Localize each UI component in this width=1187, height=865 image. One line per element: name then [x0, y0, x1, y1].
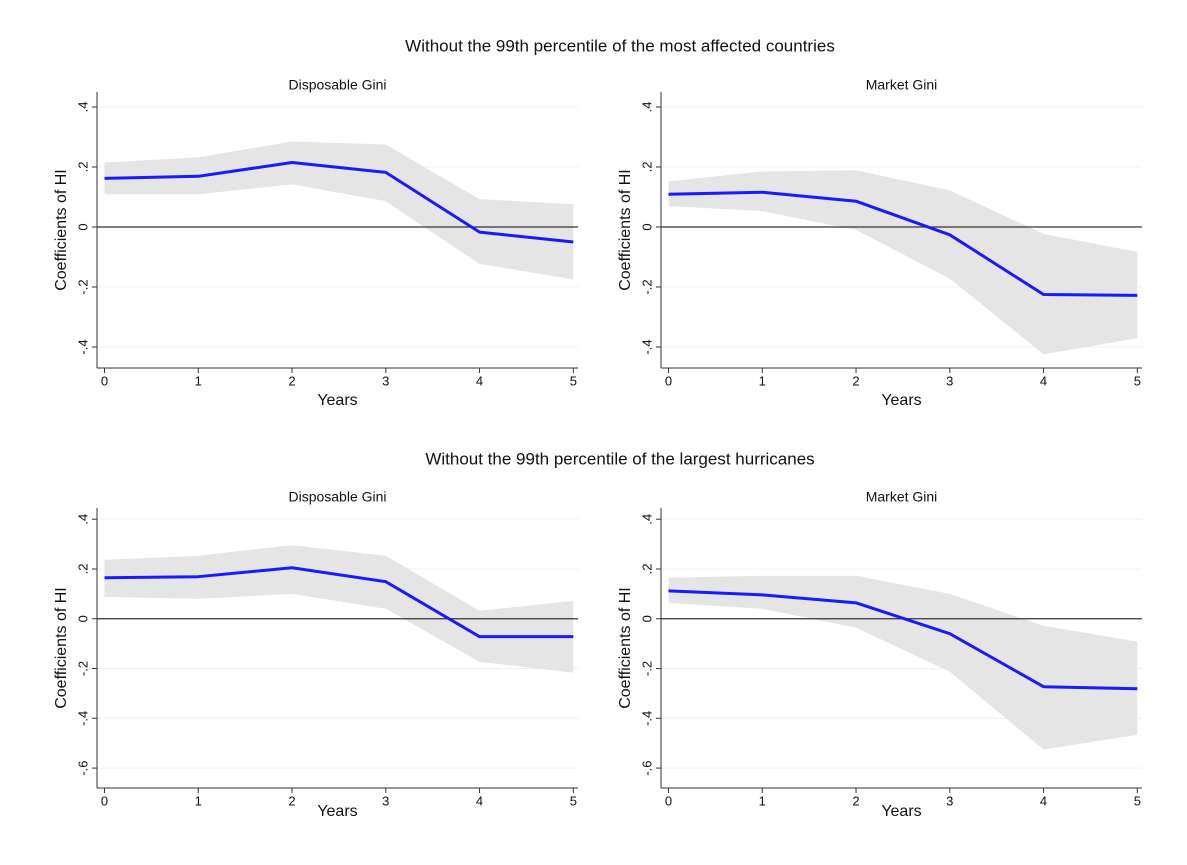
x-tick-label: 5: [570, 793, 577, 808]
y-tick-label: .4: [639, 102, 654, 113]
confidence-band: [668, 170, 1138, 355]
x-tick-label: 0: [101, 793, 108, 808]
y-tick-label: .2: [639, 162, 654, 173]
section-title: Without the 99th percentile of the most …: [405, 36, 835, 55]
coefficient-line: [668, 589, 1138, 691]
y-tick-label: -.2: [75, 279, 90, 294]
y-tick-label: -.4: [639, 711, 654, 726]
x-tick-label: 4: [1040, 793, 1047, 808]
x-tick-label: 3: [946, 793, 953, 808]
y-tick-label: -.6: [639, 761, 654, 776]
y-axis-label: Coefficients of HI: [53, 169, 70, 291]
x-tick-label: 4: [476, 373, 483, 388]
y-tick-label: 0: [639, 223, 654, 230]
y-tick-label: .4: [75, 102, 90, 113]
y-tick-label: 0: [639, 615, 654, 622]
x-tick-label: 5: [1134, 793, 1141, 808]
x-tick-label: 1: [195, 373, 202, 388]
x-tick-label: 0: [665, 373, 672, 388]
x-tick-label: 1: [759, 793, 766, 808]
x-tick-label: 5: [1134, 373, 1141, 388]
x-tick-label: 2: [852, 373, 859, 388]
x-tick-label: 1: [195, 793, 202, 808]
y-tick-label: -.4: [75, 711, 90, 726]
y-tick-label: -.2: [639, 279, 654, 294]
confidence-band: [104, 545, 574, 673]
x-tick-label: 4: [476, 793, 483, 808]
panel-title: Disposable Gini: [288, 489, 386, 505]
x-tick-label: 3: [382, 373, 389, 388]
x-tick-label: 0: [101, 373, 108, 388]
coefficient-line: [104, 566, 574, 639]
confidence-band: [104, 141, 574, 280]
x-tick-label: 3: [946, 373, 953, 388]
x-tick-label: 2: [852, 793, 859, 808]
y-tick-label: -.6: [75, 761, 90, 776]
y-tick-label: .4: [75, 514, 90, 525]
panel-title: Market Gini: [866, 489, 938, 505]
y-tick-label: -.2: [75, 661, 90, 676]
y-tick-label: .2: [639, 564, 654, 575]
x-tick-label: 2: [288, 373, 295, 388]
y-tick-label: 0: [75, 615, 90, 622]
y-axis-label: Coefficients of HI: [53, 587, 70, 709]
x-tick-label: 2: [288, 793, 295, 808]
y-tick-label: -.2: [639, 661, 654, 676]
y-tick-label: 0: [75, 223, 90, 230]
y-tick-label: -.4: [639, 339, 654, 354]
y-axis-label: Coefficients of HI: [617, 587, 634, 709]
y-tick-label: .2: [75, 564, 90, 575]
coefficient-line: [104, 161, 574, 244]
x-axis-label: Years: [881, 803, 921, 820]
x-axis-label: Years: [881, 392, 921, 409]
x-tick-label: 1: [759, 373, 766, 388]
x-axis-label: Years: [317, 392, 357, 409]
panel-title: Market Gini: [866, 77, 938, 93]
confidence-band: [668, 575, 1138, 750]
x-axis-label: Years: [317, 803, 357, 820]
x-tick-label: 0: [665, 793, 672, 808]
x-tick-label: 5: [570, 373, 577, 388]
panel-title: Disposable Gini: [288, 77, 386, 93]
y-axis-label: Coefficients of HI: [617, 169, 634, 291]
y-tick-label: -.4: [75, 339, 90, 354]
x-tick-label: 4: [1040, 373, 1047, 388]
section-title: Without the 99th percentile of the large…: [425, 449, 814, 468]
x-tick-label: 3: [382, 793, 389, 808]
y-tick-label: .4: [639, 514, 654, 525]
y-tick-label: .2: [75, 162, 90, 173]
coefficient-line: [668, 190, 1138, 297]
